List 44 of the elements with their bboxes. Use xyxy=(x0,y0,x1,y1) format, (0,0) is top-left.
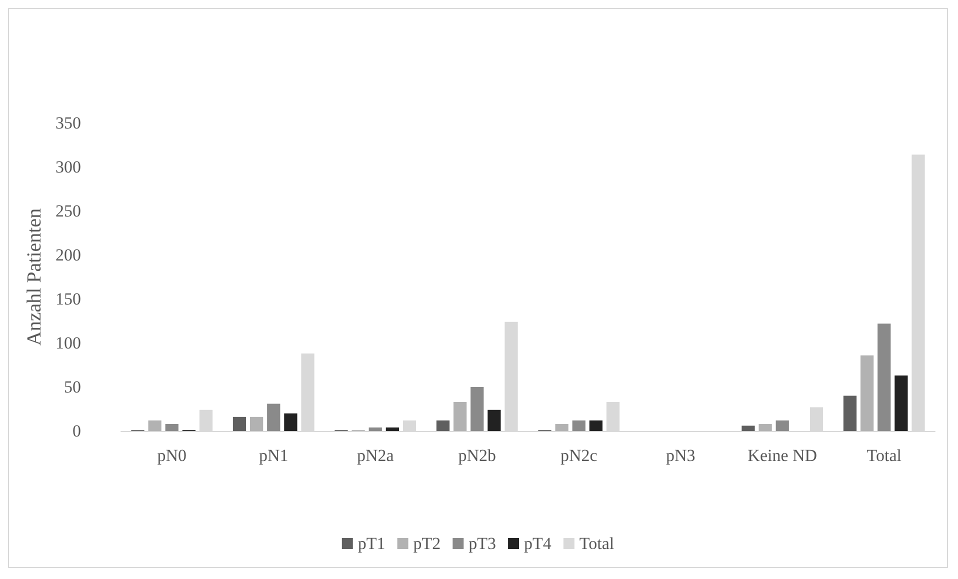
bar xyxy=(776,420,789,431)
bar xyxy=(894,376,908,431)
x-tick-label: pN0 xyxy=(157,446,187,465)
bar xyxy=(368,427,382,431)
bar xyxy=(488,410,501,431)
bar xyxy=(555,424,568,431)
bar xyxy=(878,324,891,431)
x-tick-label: pN1 xyxy=(258,446,288,465)
x-tick-label: pN2c xyxy=(560,446,598,465)
x-tick-label: pN2b xyxy=(458,446,496,465)
bar xyxy=(232,416,246,431)
bar xyxy=(148,420,162,431)
bar xyxy=(267,404,280,431)
y-tick-label: 0 xyxy=(72,422,81,440)
bar xyxy=(470,387,484,431)
bar xyxy=(284,413,298,431)
bar xyxy=(453,402,467,431)
x-tick-label: Keine ND xyxy=(748,446,818,465)
bar xyxy=(436,420,450,431)
legend-label: pT3 xyxy=(468,534,496,553)
bar xyxy=(572,420,586,431)
y-axis-title: Anzahl Patienten xyxy=(24,208,46,346)
y-tick-label: 50 xyxy=(64,378,81,396)
y-tick-label: 150 xyxy=(56,290,81,308)
y-tick-label: 300 xyxy=(56,158,81,176)
bar xyxy=(860,355,874,431)
bar xyxy=(386,427,400,431)
bar xyxy=(843,396,857,431)
legend-label: Total xyxy=(579,534,614,553)
x-tick-label: pN2a xyxy=(356,446,394,465)
bar xyxy=(165,424,178,431)
legend-label: pT4 xyxy=(524,534,552,553)
legend-label: pT1 xyxy=(358,534,386,553)
y-tick-label: 100 xyxy=(56,334,81,352)
y-tick-label: 200 xyxy=(56,246,81,264)
legend-label: pT2 xyxy=(413,534,441,553)
bar xyxy=(589,420,603,431)
x-tick-label: pN3 xyxy=(666,446,696,465)
bar xyxy=(250,416,264,431)
x-tick-label: Total xyxy=(866,446,902,465)
y-tick-label: 350 xyxy=(56,114,81,132)
y-tick-label: 250 xyxy=(56,202,81,220)
bar xyxy=(758,424,772,431)
bar xyxy=(742,426,755,431)
